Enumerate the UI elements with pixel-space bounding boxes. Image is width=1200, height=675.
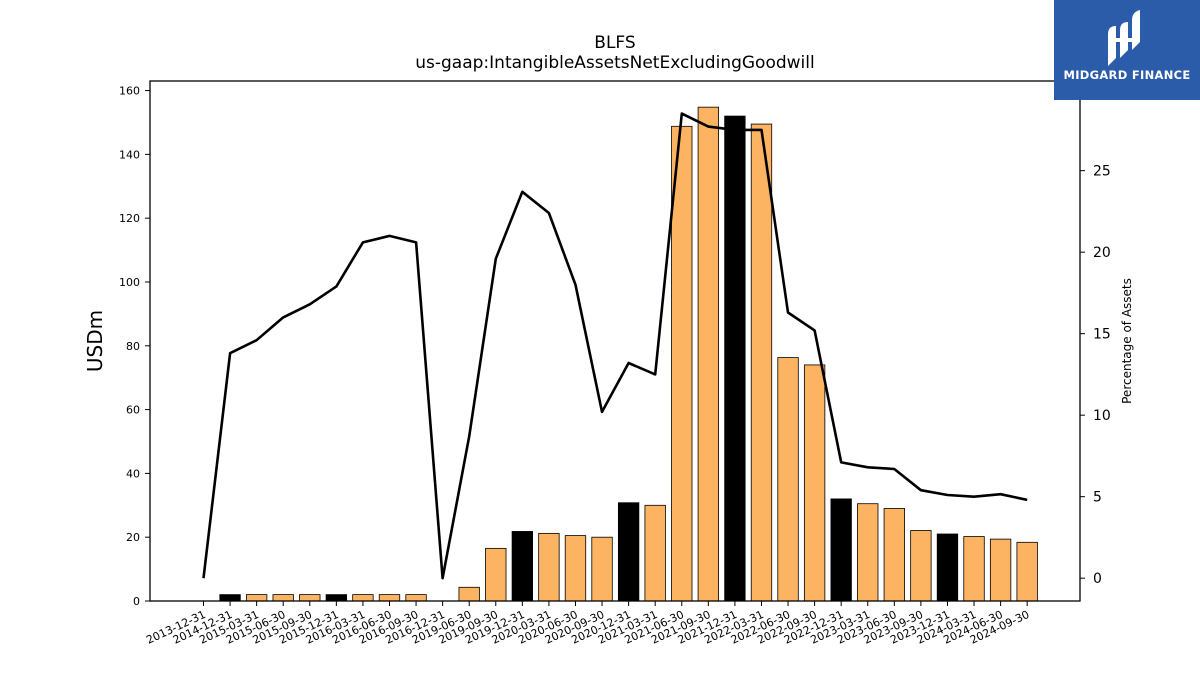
y2-tick-label: 10: [1093, 408, 1111, 424]
bar: [272, 594, 294, 602]
y-tick-label: 100: [119, 276, 140, 289]
percentage-line: [202, 112, 1028, 580]
bar: [538, 532, 560, 602]
y2-tick-label: 20: [1093, 245, 1111, 261]
bar: [910, 530, 932, 602]
bar: [458, 586, 480, 602]
y-tick-label: 40: [126, 467, 140, 480]
bar: [591, 536, 613, 602]
bar: [803, 364, 826, 602]
chart-title: BLFS: [594, 33, 636, 53]
bar: [963, 536, 985, 602]
bar: [485, 547, 507, 602]
logo-text: MIDGARD FINANCE: [1063, 68, 1191, 82]
logo-mark-icon: [1108, 10, 1140, 66]
y-tick-label: 0: [133, 595, 140, 608]
bar: [724, 115, 746, 602]
y-tick-label: 160: [119, 85, 140, 98]
y-axis-label: USDm: [83, 310, 107, 372]
bar: [644, 504, 666, 602]
bar: [378, 594, 401, 602]
bar: [352, 594, 374, 602]
bar: [1016, 541, 1038, 602]
y-tick-label: 20: [126, 531, 140, 544]
y2-tick-label: 5: [1093, 490, 1102, 506]
plot-frame: [149, 80, 1081, 602]
y2-tick-label: 25: [1093, 164, 1111, 180]
bar: [511, 531, 533, 602]
bar: [857, 503, 879, 602]
bar: [989, 538, 1012, 602]
bar: [883, 508, 905, 602]
bar: [299, 594, 321, 602]
y2-tick-label: 0: [1093, 571, 1102, 587]
bar: [671, 125, 693, 602]
bar: [245, 594, 268, 602]
bar: [777, 357, 799, 602]
chart-subtitle: us-gaap:IntangibleAssetsNetExcludingGood…: [415, 53, 815, 73]
y2-tick-label: 15: [1093, 327, 1111, 343]
bar: [617, 502, 640, 602]
bar: [830, 498, 852, 602]
midgard-finance-logo: MIDGARD FINANCE: [1054, 0, 1200, 100]
y-tick-label: 140: [119, 148, 140, 161]
bar: [564, 535, 587, 602]
bar: [750, 123, 773, 602]
bar: [405, 594, 427, 602]
bar: [325, 594, 348, 602]
y-tick-label: 60: [126, 404, 140, 417]
y-tick-label: 120: [119, 212, 140, 225]
bar: [697, 106, 719, 602]
bar: [936, 533, 959, 602]
y-tick-label: 80: [126, 340, 140, 353]
y2-axis-label: Percentage of Assets: [1120, 278, 1134, 404]
bar: [219, 594, 241, 602]
